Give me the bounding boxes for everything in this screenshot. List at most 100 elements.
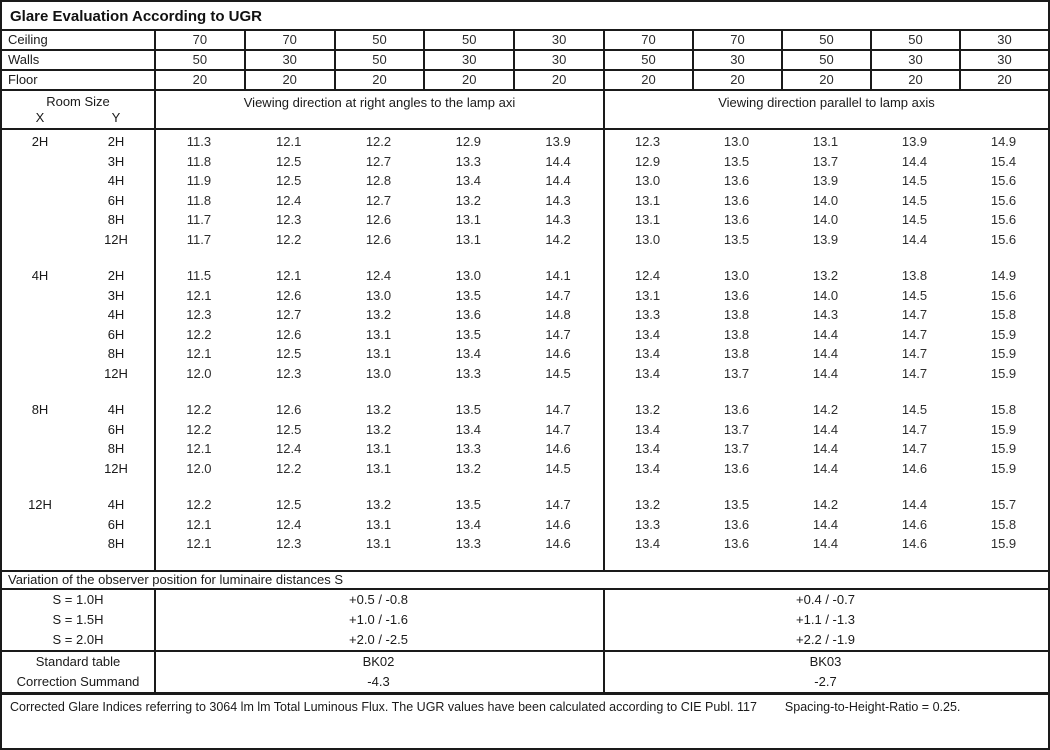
ugr-value: 14.2 — [545, 231, 571, 247]
ugr-values-left: 12.2 12.6 13.1 13.5 14.7 — [154, 325, 603, 345]
y-column-header: Y — [111, 110, 121, 125]
ugr-row: 2H 2H 11.3 12.1 12.2 12.9 13.9 12.3 13.0 13.1 13.9… — [2, 132, 1048, 152]
ugr-row: 8H 4H 12.2 12.6 13.2 13.5 14.7 13.2 13.6 14.2 14.5… — [2, 400, 1048, 420]
ugr-value: 14.6 — [901, 536, 928, 551]
ugr-value: 13.6 — [455, 307, 481, 322]
reflectance-value: 20 — [870, 71, 959, 89]
reflectance-table: Ceiling 70 70 50 50 30 70 70 50 50 30 Walls 50 30 50 30… — [2, 31, 1048, 91]
ugr-value: 14.5 — [545, 365, 571, 381]
ugr-row: 6H 11.8 12.4 12.7 13.2 14.3 13.1 13.6 14.0 14.5 15… — [2, 191, 1048, 211]
ugr-values-left: 12.0 12.2 13.1 13.2 14.5 — [154, 459, 603, 479]
ugr-value: 13.3 — [634, 307, 661, 322]
ugr-value: 12.1 — [186, 441, 212, 456]
ugr-values-left: 12.1 12.4 13.1 13.4 14.6 — [154, 515, 603, 535]
ugr-value: 14.3 — [545, 192, 571, 208]
label-column-divider — [154, 590, 156, 650]
ugr-value: 13.2 — [365, 307, 392, 322]
ugr-value: 13.8 — [723, 307, 750, 322]
ugr-values-left: 12.3 12.7 13.2 13.6 14.8 — [154, 305, 603, 325]
s-distance-label: S = 2.0H — [52, 632, 104, 647]
ugr-value: 13.8 — [723, 346, 750, 361]
variation-right-value: +1.1 / -1.3 — [796, 612, 855, 627]
ugr-value: 13.9 — [812, 231, 839, 247]
ugr-value: 14.4 — [812, 365, 839, 381]
room-y-label: 3H — [107, 153, 125, 169]
ugr-value: 12.9 — [634, 153, 661, 169]
room-y-label: 8H — [107, 212, 125, 227]
ugr-value: 13.0 — [723, 268, 750, 283]
ugr-value: 13.9 — [545, 134, 571, 149]
room-y-label: 4H — [107, 173, 125, 188]
reflectance-value: 50 — [641, 52, 656, 67]
variation-section-header: Variation of the observer position for l… — [2, 572, 1048, 590]
reflectance-value: 20 — [959, 71, 1048, 89]
ugr-values-right: 13.1 13.6 14.0 14.5 15.6 — [603, 210, 1048, 230]
ugr-value: 13.4 — [634, 536, 661, 551]
correction-summand-row: Correction Summand -4.3 -2.7 — [2, 672, 1048, 692]
ugr-value: 13.4 — [455, 173, 481, 188]
ugr-value: 13.7 — [812, 153, 839, 169]
ugr-values-left: 11.9 12.5 12.8 13.4 14.4 — [154, 171, 603, 191]
ugr-value: 13.6 — [723, 402, 750, 417]
ugr-value: 12.4 — [276, 192, 302, 208]
room-y-label: 2H — [107, 134, 125, 149]
ugr-value: 12.6 — [276, 287, 302, 303]
reflectance-value: 30 — [870, 51, 959, 69]
ugr-value: 15.9 — [990, 460, 1017, 476]
ugr-value: 12.7 — [276, 307, 302, 322]
ugr-value: 12.4 — [365, 268, 392, 283]
ugr-value: 12.4 — [276, 441, 302, 456]
ugr-value: 12.5 — [276, 153, 302, 169]
ugr-value: 14.4 — [812, 326, 839, 342]
reflectance-value: 30 — [959, 31, 1048, 49]
ugr-value: 12.7 — [365, 153, 392, 169]
ugr-value: 13.2 — [812, 268, 839, 283]
reflectance-value: 20 — [781, 71, 870, 89]
ugr-value: 13.0 — [634, 173, 661, 188]
ugr-value: 14.6 — [545, 441, 571, 456]
ugr-value: 14.4 — [812, 516, 839, 532]
reflectance-value: 30 — [513, 51, 603, 69]
ugr-value: 14.0 — [812, 192, 839, 208]
middle-column-divider — [603, 652, 605, 692]
ugr-value: 12.6 — [365, 231, 392, 247]
variation-right-value: +0.4 / -0.7 — [796, 592, 855, 607]
ugr-value: 13.1 — [365, 326, 392, 342]
spacing-height-ratio: Spacing-to-Height-Ratio = 0.25. — [784, 700, 961, 714]
standard-table-label: Standard table — [35, 654, 121, 669]
ugr-values-left: 12.1 12.6 13.0 13.5 14.7 — [154, 286, 603, 306]
correction-summand-right-value: -2.7 — [814, 674, 837, 689]
room-x-label — [2, 439, 78, 459]
ugr-row: 6H 12.2 12.5 13.2 13.4 14.7 13.4 13.7 14.4 14.7 15… — [2, 420, 1048, 440]
ugr-value: 14.7 — [901, 421, 928, 437]
ugr-value: 14.2 — [812, 497, 839, 512]
reflectance-row: Floor 20 20 20 20 20 20 20 20 20 20 — [2, 71, 1048, 91]
ugr-value: 14.4 — [901, 497, 928, 512]
reflectance-row: Walls 50 30 50 30 30 50 30 50 30 30 — [2, 51, 1048, 71]
ugr-row: 8H 12.1 12.4 13.1 13.3 14.6 13.4 13.7 14.4 14.7 15… — [2, 439, 1048, 459]
room-y-label: 6H — [107, 192, 125, 208]
ugr-row: 3H 12.1 12.6 13.0 13.5 14.7 13.1 13.6 14.0 14.5 15… — [2, 286, 1048, 306]
reflectance-value: 30 — [513, 31, 603, 49]
reflectance-value: 70 — [243, 31, 334, 49]
reflectance-value: 20 — [641, 72, 656, 87]
ugr-value: 13.6 — [723, 192, 750, 208]
ugr-values-left: 11.3 12.1 12.2 12.9 13.9 — [154, 132, 603, 152]
ugr-value: 12.6 — [276, 326, 302, 342]
reflectance-value: 70 — [192, 32, 208, 47]
reflectance-value: 30 — [423, 51, 513, 69]
ugr-value: 13.0 — [723, 134, 750, 149]
ugr-value: 14.7 — [545, 287, 571, 303]
ugr-value: 13.3 — [455, 365, 481, 381]
ugr-value: 14.4 — [812, 421, 839, 437]
correction-summand-left-value: -4.3 — [367, 674, 390, 689]
reflectance-value: 70 — [641, 32, 656, 47]
ugr-values-right: 13.1 13.6 14.0 14.5 15.6 — [603, 286, 1048, 306]
room-y-label: 6H — [107, 326, 125, 342]
ugr-values-left: 11.8 12.5 12.7 13.3 14.4 — [154, 152, 603, 172]
ugr-values-right: 13.0 13.5 13.9 14.4 15.6 — [603, 230, 1048, 250]
room-y-label: 4H — [107, 497, 125, 512]
standard-table-row: Standard table BK02 BK03 — [2, 652, 1048, 672]
ugr-value: 15.4 — [990, 153, 1017, 169]
ugr-values-left: 12.2 12.5 13.2 13.4 14.7 — [154, 420, 603, 440]
